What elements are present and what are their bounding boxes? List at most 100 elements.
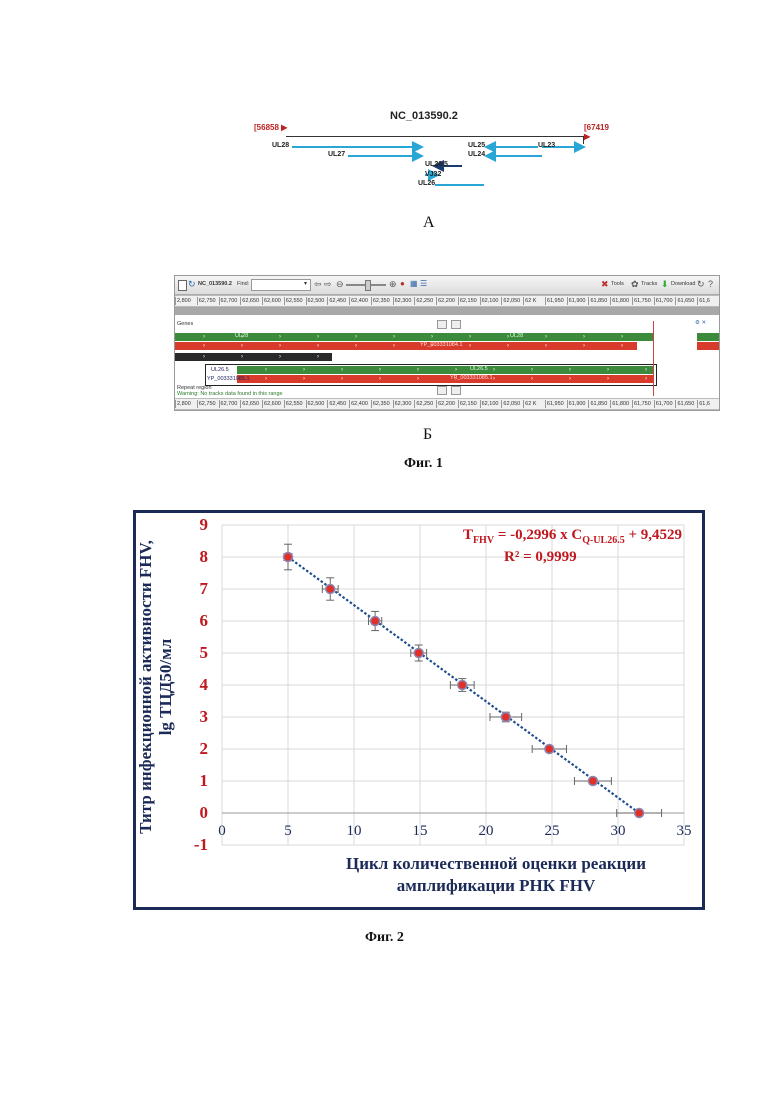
- download-icon[interactable]: ⬇: [661, 279, 669, 290]
- strand-chevron: ›: [431, 333, 433, 341]
- zoom-in-icon[interactable]: ⊕: [389, 279, 397, 290]
- sequence-line: [286, 136, 584, 137]
- x-tick-label: 15: [413, 823, 428, 839]
- strand-chevron: ›: [621, 342, 623, 350]
- repeat-info-button[interactable]: [451, 386, 461, 395]
- tools-menu[interactable]: Tools: [611, 281, 624, 287]
- strand-chevron: ›: [645, 366, 647, 374]
- track-label-ul28-right: UL28: [510, 333, 523, 339]
- figure-a: NC_013590.2 [56858 ▶ [67419 ▶ UL28 UL27 …: [250, 110, 610, 200]
- ruler-tick: 61,650: [675, 297, 694, 305]
- find-dropdown-icon[interactable]: ▾: [304, 280, 307, 287]
- ruler-tick: 62,200: [436, 297, 455, 305]
- ruler-tick: 62,350: [371, 297, 390, 305]
- bug-icon[interactable]: ●: [400, 279, 405, 288]
- track-label-ul265-left: UL26.5: [211, 367, 229, 373]
- y-tick-label: 0: [200, 803, 209, 822]
- region-start-value: 56858: [257, 123, 279, 132]
- tracks-menu[interactable]: Tracks: [641, 281, 657, 287]
- strand-chevron: ›: [265, 375, 267, 383]
- gene-label-ul24: UL24: [468, 151, 485, 158]
- y-tick-label: 8: [200, 547, 209, 566]
- ruler-tick: 62,250: [414, 297, 433, 305]
- tracks-icon[interactable]: ✿: [631, 279, 639, 290]
- settings-icon[interactable]: ↻: [697, 279, 705, 290]
- strand-chevron: ›: [607, 375, 609, 383]
- ruler-tick: 62,650: [240, 297, 259, 305]
- strand-chevron: ›: [469, 333, 471, 341]
- data-point: [501, 713, 510, 722]
- x-axis-title-line1: Цикл количественной оценки реакции: [296, 853, 696, 875]
- equation-mid-sub: Q-UL26.5: [582, 535, 625, 546]
- strand-chevron: ›: [493, 366, 495, 374]
- track-label-ul28: UL28: [235, 333, 248, 339]
- ruler-tick: 61,750: [632, 400, 651, 408]
- track-ul28-green-right[interactable]: [697, 333, 719, 341]
- ruler-tick: 62,050: [501, 400, 520, 408]
- equation-prefix-sub: FHV: [473, 535, 494, 546]
- tools-icon[interactable]: ✖: [601, 279, 609, 290]
- track-info-button[interactable]: [451, 320, 461, 329]
- browser-toolbar: ↻ NC_013590.2 Find: ▾ ⇦ ⇨ ⊖ ⊕ ● ▦ ☰ ✖ To…: [175, 276, 719, 295]
- help-icon[interactable]: ?: [708, 279, 713, 289]
- accession-dropdown[interactable]: NC_013590.2: [198, 281, 232, 287]
- ruler-top: 2,80062,75062,70062,65062,60062,55062,50…: [175, 295, 719, 307]
- list-icon[interactable]: ☰: [420, 279, 427, 288]
- ruler-tick: 62,450: [327, 297, 346, 305]
- ruler-tick: 61,850: [588, 297, 607, 305]
- track-ul265-green[interactable]: ›››››››››››: [237, 366, 653, 374]
- x-tick-label: 30: [611, 823, 626, 839]
- zoom-slider-handle[interactable]: [365, 280, 371, 291]
- track-ul265-red[interactable]: ›››››››››››: [237, 375, 653, 383]
- gene-label-ul265: UL26.5: [425, 161, 448, 168]
- track-protein-red[interactable]: ››››››››››››: [175, 342, 637, 350]
- strand-chevron: ›: [203, 333, 205, 341]
- ruler-tick: 62,700: [219, 400, 238, 408]
- x-tick-label: 35: [677, 823, 692, 839]
- y-axis-title: Титр инфекционной активности FHV, lg ТЦД…: [136, 517, 180, 857]
- overview-bar: [175, 307, 719, 315]
- x-axis-title-line2: амплификации РНК FHV: [296, 875, 696, 897]
- y-tick-label: 5: [200, 643, 209, 662]
- strand-chevron: ›: [317, 342, 319, 350]
- y-tick-label: 7: [200, 579, 209, 598]
- track-black[interactable]: ››››: [175, 353, 332, 361]
- repeat-settings-button[interactable]: [437, 386, 447, 395]
- strand-chevron: ›: [341, 375, 343, 383]
- forward-arrow-icon[interactable]: ⇨: [324, 279, 332, 290]
- ruler-tick: 62,150: [458, 297, 477, 305]
- accession-title: NC_013590.2: [390, 110, 458, 122]
- refresh-icon[interactable]: ↻: [188, 279, 196, 290]
- strand-chevron: ›: [379, 375, 381, 383]
- y-tick-label: 2: [200, 739, 209, 758]
- ruler-tick: 62,400: [349, 297, 368, 305]
- back-arrow-icon[interactable]: ⇦: [314, 279, 322, 290]
- data-point: [371, 617, 380, 626]
- ruler-tick: 62,650: [240, 400, 259, 408]
- grid-icon[interactable]: ▦: [410, 279, 418, 288]
- track-controls-icon[interactable]: ⚙ ✕: [695, 320, 706, 326]
- track-protein-red-right[interactable]: [697, 342, 719, 350]
- ruler-tick: 61,700: [654, 297, 673, 305]
- find-input[interactable]: [251, 279, 311, 291]
- ruler-tick: 62,200: [436, 400, 455, 408]
- ruler-tick: 61,700: [654, 400, 673, 408]
- page-icon[interactable]: [178, 280, 187, 291]
- download-menu[interactable]: Download: [671, 281, 695, 287]
- strand-chevron: ›: [355, 342, 357, 350]
- track-settings-button[interactable]: [437, 320, 447, 329]
- strand-chevron: ›: [583, 342, 585, 350]
- strand-chevron: ›: [393, 333, 395, 341]
- equation-mid: = -0,2996 x C: [494, 527, 582, 543]
- ruler-tick: 62,600: [262, 297, 281, 305]
- find-label: Find:: [237, 281, 249, 287]
- strand-chevron: ›: [531, 366, 533, 374]
- gene-label-ul27: UL27: [328, 151, 345, 158]
- strand-chevron: ›: [507, 342, 509, 350]
- strand-chevron: ›: [545, 342, 547, 350]
- warning-text: Warning: No tracks data found in this ra…: [177, 391, 283, 397]
- ruler-tick: 61,950: [545, 297, 564, 305]
- x-tick-label: 5: [284, 823, 292, 839]
- zoom-out-icon[interactable]: ⊖: [336, 279, 344, 290]
- ruler-tick: 62,100: [480, 400, 499, 408]
